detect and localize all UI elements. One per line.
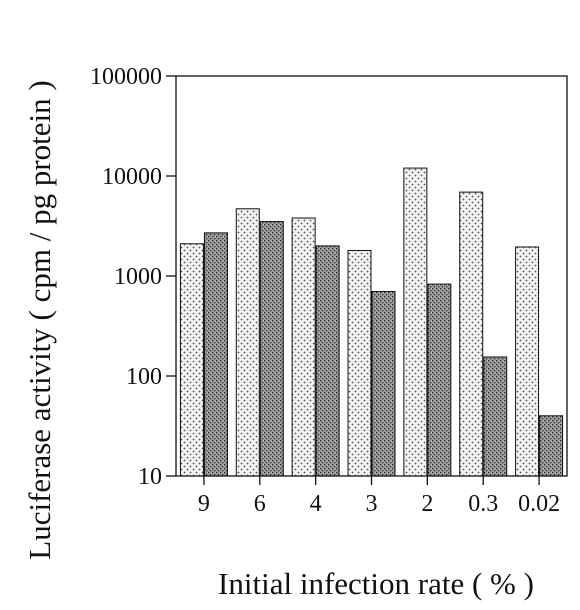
- bar-9-series-2: [203, 232, 228, 477]
- bar-0.3-series-1: [459, 191, 484, 477]
- bar-0.02-series-2: [539, 415, 564, 477]
- y-axis-label: Luciferase activity ( cpm / pg protein ): [22, 80, 57, 559]
- bar-0.3-series-2: [483, 356, 508, 477]
- x-tick-label: 3: [366, 491, 378, 517]
- y-tick-label: 1000: [114, 264, 162, 290]
- bar-4-series-2: [315, 245, 340, 477]
- bar-2-series-1: [403, 167, 428, 477]
- y-tick-label: 10: [138, 464, 162, 490]
- bar-2-series-2: [427, 283, 452, 477]
- x-tick-label: 0.3: [468, 491, 498, 517]
- x-tick-label: 0.02: [518, 491, 560, 517]
- x-tick-label: 2: [421, 491, 433, 517]
- y-tick-label: 100000: [90, 64, 162, 90]
- bar-6-series-2: [259, 221, 284, 477]
- y-tick-label: 10000: [102, 164, 162, 190]
- x-axis-label: Initial infection rate ( % ): [218, 566, 534, 601]
- axes: [166, 75, 568, 485]
- bar-0.02-series-1: [515, 246, 540, 477]
- y-tick-label: 100: [126, 364, 162, 390]
- bar-4-series-1: [291, 217, 316, 477]
- x-tick-label: 6: [254, 491, 266, 517]
- x-tick-label: 4: [310, 491, 322, 517]
- tick-labels: 10 100 1000 10000 100000 9 6 4 3 2 0.3 0.02: [90, 64, 560, 517]
- bar-3-series-2: [371, 290, 396, 477]
- bar-9-series-1: [179, 243, 204, 477]
- x-tick-label: 9: [198, 491, 210, 517]
- bars: [179, 167, 564, 477]
- bar-3-series-1: [347, 249, 372, 477]
- bar-6-series-1: [235, 208, 260, 477]
